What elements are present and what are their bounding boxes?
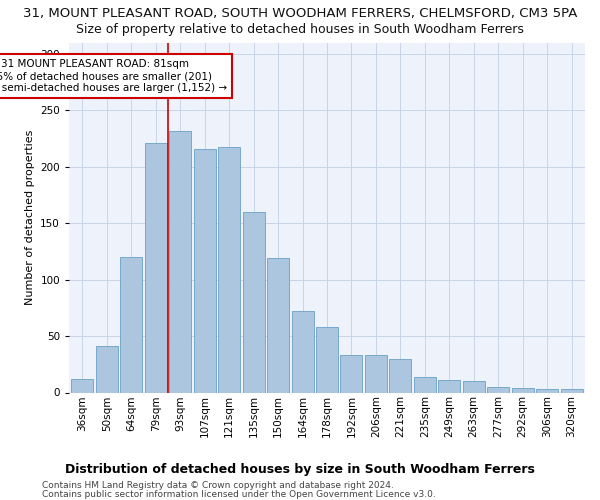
Text: Distribution of detached houses by size in South Woodham Ferrers: Distribution of detached houses by size … <box>65 462 535 475</box>
Bar <box>340 355 362 393</box>
Bar <box>463 381 485 392</box>
Bar <box>169 130 191 392</box>
Bar <box>194 148 216 392</box>
Bar <box>389 358 412 392</box>
Text: 31, MOUNT PLEASANT ROAD, SOUTH WOODHAM FERRERS, CHELMSFORD, CM3 5PA: 31, MOUNT PLEASANT ROAD, SOUTH WOODHAM F… <box>23 8 577 20</box>
Bar <box>414 376 436 392</box>
Text: Size of property relative to detached houses in South Woodham Ferrers: Size of property relative to detached ho… <box>76 22 524 36</box>
Bar <box>145 143 167 392</box>
Bar <box>96 346 118 393</box>
Y-axis label: Number of detached properties: Number of detached properties <box>25 130 35 305</box>
Text: Contains public sector information licensed under the Open Government Licence v3: Contains public sector information licen… <box>42 490 436 499</box>
Bar <box>218 148 240 392</box>
Bar <box>121 257 142 392</box>
Bar <box>267 258 289 392</box>
Bar <box>365 355 387 393</box>
Text: 31 MOUNT PLEASANT ROAD: 81sqm
← 15% of detached houses are smaller (201)
85% of : 31 MOUNT PLEASANT ROAD: 81sqm ← 15% of d… <box>0 60 227 92</box>
Bar <box>438 380 460 392</box>
Bar <box>487 387 509 392</box>
Bar <box>71 379 94 392</box>
Bar <box>242 212 265 392</box>
Bar <box>512 388 533 392</box>
Bar <box>292 311 314 392</box>
Bar <box>536 389 558 392</box>
Bar <box>316 327 338 392</box>
Text: Contains HM Land Registry data © Crown copyright and database right 2024.: Contains HM Land Registry data © Crown c… <box>42 481 394 490</box>
Bar <box>560 389 583 392</box>
